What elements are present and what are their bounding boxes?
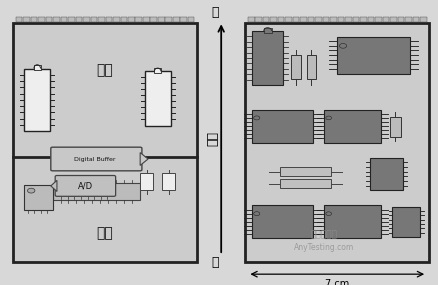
Bar	[280, 167, 331, 176]
Bar	[367, 17, 374, 22]
Bar	[53, 17, 60, 22]
Bar	[34, 65, 40, 70]
Bar	[162, 173, 175, 190]
Bar	[252, 110, 313, 142]
Bar	[300, 17, 307, 22]
Bar	[345, 17, 352, 22]
Bar	[106, 17, 112, 22]
Bar	[370, 158, 403, 190]
Text: AnyTesting.com: AnyTesting.com	[294, 243, 354, 253]
Bar	[245, 23, 429, 262]
FancyBboxPatch shape	[51, 147, 142, 171]
Bar	[324, 110, 381, 142]
Bar	[323, 17, 329, 22]
Bar	[264, 28, 272, 32]
Bar	[120, 17, 127, 22]
Bar	[353, 17, 359, 22]
Bar	[68, 17, 75, 22]
Text: 高: 高	[212, 5, 219, 19]
Bar	[188, 17, 194, 22]
Bar	[255, 17, 262, 22]
Bar	[150, 17, 157, 22]
Bar	[330, 17, 337, 22]
FancyBboxPatch shape	[55, 176, 116, 196]
Bar	[24, 185, 53, 209]
Bar	[315, 17, 322, 22]
Circle shape	[28, 188, 35, 193]
Bar	[158, 17, 165, 22]
Bar	[285, 17, 292, 22]
Bar	[390, 17, 397, 22]
Bar	[60, 17, 67, 22]
Bar	[145, 71, 171, 125]
Bar	[91, 17, 97, 22]
Bar	[83, 17, 90, 22]
Bar	[16, 17, 22, 22]
Circle shape	[254, 212, 260, 216]
Bar	[263, 17, 269, 22]
Bar	[420, 17, 427, 22]
Bar	[252, 205, 313, 238]
Bar	[392, 207, 420, 237]
Bar	[154, 68, 161, 73]
Bar	[128, 17, 134, 22]
Text: 嘉峪检测网: 嘉峪检测网	[311, 231, 338, 240]
Text: A/D: A/D	[78, 182, 93, 190]
Bar	[76, 17, 82, 22]
Bar	[337, 36, 410, 74]
Bar	[23, 17, 30, 22]
Bar	[53, 183, 140, 199]
Text: 7 cm: 7 cm	[325, 279, 350, 285]
Circle shape	[326, 116, 332, 120]
Bar	[338, 17, 344, 22]
Polygon shape	[51, 180, 57, 192]
Bar	[293, 17, 300, 22]
Bar	[252, 31, 283, 85]
Text: 数字: 数字	[97, 64, 113, 78]
Bar	[270, 17, 277, 22]
Polygon shape	[140, 152, 148, 165]
Bar	[113, 17, 120, 22]
Bar	[46, 17, 52, 22]
Bar	[13, 23, 197, 262]
Bar	[398, 17, 404, 22]
Circle shape	[339, 44, 346, 48]
Circle shape	[254, 116, 260, 120]
Bar	[173, 17, 180, 22]
Bar	[308, 17, 314, 22]
Bar	[166, 17, 172, 22]
Bar	[248, 17, 254, 22]
Text: 模拟: 模拟	[97, 227, 113, 241]
Bar	[140, 173, 153, 190]
Circle shape	[326, 212, 332, 215]
Bar	[180, 17, 187, 22]
Bar	[324, 205, 381, 238]
Text: 频率: 频率	[206, 131, 219, 146]
Bar	[360, 17, 367, 22]
Text: Digital Buffer: Digital Buffer	[74, 156, 115, 162]
Bar	[31, 17, 37, 22]
Text: 低: 低	[212, 256, 219, 270]
Bar	[375, 17, 381, 22]
Bar	[24, 68, 50, 131]
Bar	[135, 17, 142, 22]
Bar	[413, 17, 419, 22]
Bar	[38, 17, 45, 22]
Bar	[390, 117, 401, 137]
Bar	[280, 179, 331, 188]
Bar	[405, 17, 412, 22]
Bar	[98, 17, 105, 22]
Bar	[291, 55, 301, 79]
Bar	[143, 17, 149, 22]
Bar	[278, 17, 284, 22]
Bar	[307, 55, 316, 79]
Bar	[383, 17, 389, 22]
